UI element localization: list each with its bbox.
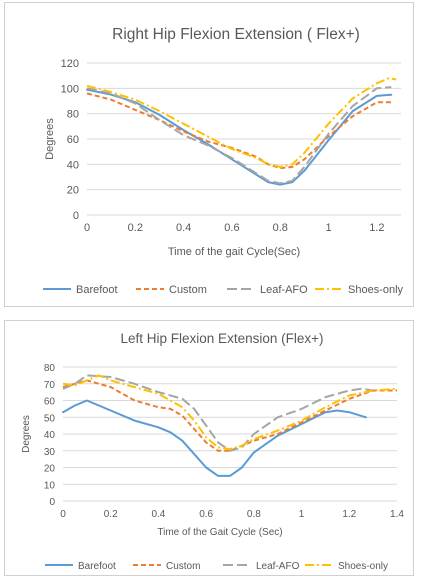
right-hip-series-leaf-afo [86, 86, 392, 185]
right-hip-x-axis-label: Time of the gait Cycle(Sec) [168, 246, 300, 258]
left-hip-y-tick-label: 70 [44, 380, 56, 391]
chart-right-hip-svg: Right Hip Flexion Extension ( Flex+) 0 20 4… [43, 26, 404, 296]
left-hip-x-tick-label: 0.2 [104, 509, 118, 520]
right-hip-x-tick-label: 0.4 [176, 222, 191, 234]
right-hip-y-tick-label: 80 [67, 109, 79, 121]
right-hip-x-tick-label: 0.2 [128, 222, 143, 234]
left-hip-chart-title: Left Hip Flexion Extension (Flex+) [121, 331, 324, 346]
chart-left-hip: Left Hip Flexion Extension (Flex+) 0 10 20 3… [4, 320, 414, 576]
left-hip-series-barefoot [62, 399, 367, 477]
right-hip-y-tick-label: 100 [61, 83, 79, 95]
chart-right-hip: Right Hip Flexion Extension ( Flex+) 0 20 4… [4, 2, 414, 307]
chart-left-hip-svg: Left Hip Flexion Extension (Flex+)010203… [21, 331, 404, 572]
right-hip-x-tick-label: 0.6 [224, 222, 239, 234]
right-hip-series-shoes-only [86, 77, 397, 168]
left-hip-y-tick-label: 50 [44, 413, 56, 424]
left-hip-y-tick-label: 10 [44, 480, 56, 491]
right-hip-x-tick-label: 0.8 [273, 222, 288, 234]
right-hip-y-tick-label: 20 [67, 185, 79, 197]
left-hip-y-tick-label: 20 [44, 464, 56, 475]
left-hip-legend-label: Shoes-only [338, 561, 388, 572]
left-hip-x-tick-label: 1.2 [342, 509, 356, 520]
right-hip-legend-label: Leaf-AFO [260, 284, 308, 296]
left-hip-y-tick-label: 40 [44, 430, 56, 441]
right-hip-y-tick-label: 120 [61, 58, 79, 70]
right-hip-x-tick-label: 0 [84, 222, 90, 234]
right-hip-x-tick-label: 1.2 [369, 222, 384, 234]
left-hip-x-tick-label: 0.6 [199, 509, 213, 520]
right-hip-legend-label: Barefoot [76, 284, 118, 296]
right-hip-y-tick-label: 60 [67, 134, 79, 146]
left-hip-y-axis-label: Degrees [21, 415, 32, 453]
left-hip-x-tick-label: 1.4 [390, 509, 404, 520]
right-hip-y-tick-label: 0 [73, 210, 79, 222]
right-hip-series-custom [86, 92, 392, 170]
left-hip-legend-label: Custom [166, 561, 200, 572]
right-hip-x-tick-label: 1 [325, 222, 331, 234]
left-hip-x-axis-label: Time of the Gait Cycle (Sec) [157, 527, 282, 538]
left-hip-series-custom [62, 379, 397, 452]
right-hip-y-axis-label: Degrees [44, 118, 56, 160]
right-hip-legend-label: Custom [169, 284, 207, 296]
left-hip-x-tick-label: 0.4 [151, 509, 165, 520]
right-hip-chart-title: Right Hip Flexion Extension ( Flex+) [112, 26, 360, 43]
right-hip-legend-label: Shoes-only [348, 284, 404, 296]
right-hip-series-barefoot [86, 88, 393, 186]
left-hip-y-tick-label: 0 [49, 497, 55, 508]
left-hip-legend-label: Leaf-AFO [256, 561, 300, 572]
left-hip-series-shoes-only [62, 374, 398, 451]
left-hip-y-tick-label: 30 [44, 447, 56, 458]
right-hip-y-tick-label: 40 [67, 159, 79, 171]
left-hip-x-tick-label: 0.8 [247, 509, 261, 520]
left-hip-x-tick-label: 1 [299, 509, 305, 520]
left-hip-series-leaf-afo [62, 374, 374, 452]
left-hip-x-tick-label: 0 [60, 509, 66, 520]
left-hip-y-tick-label: 80 [44, 363, 56, 374]
left-hip-y-tick-label: 60 [44, 397, 56, 408]
left-hip-legend-label: Barefoot [78, 561, 116, 572]
